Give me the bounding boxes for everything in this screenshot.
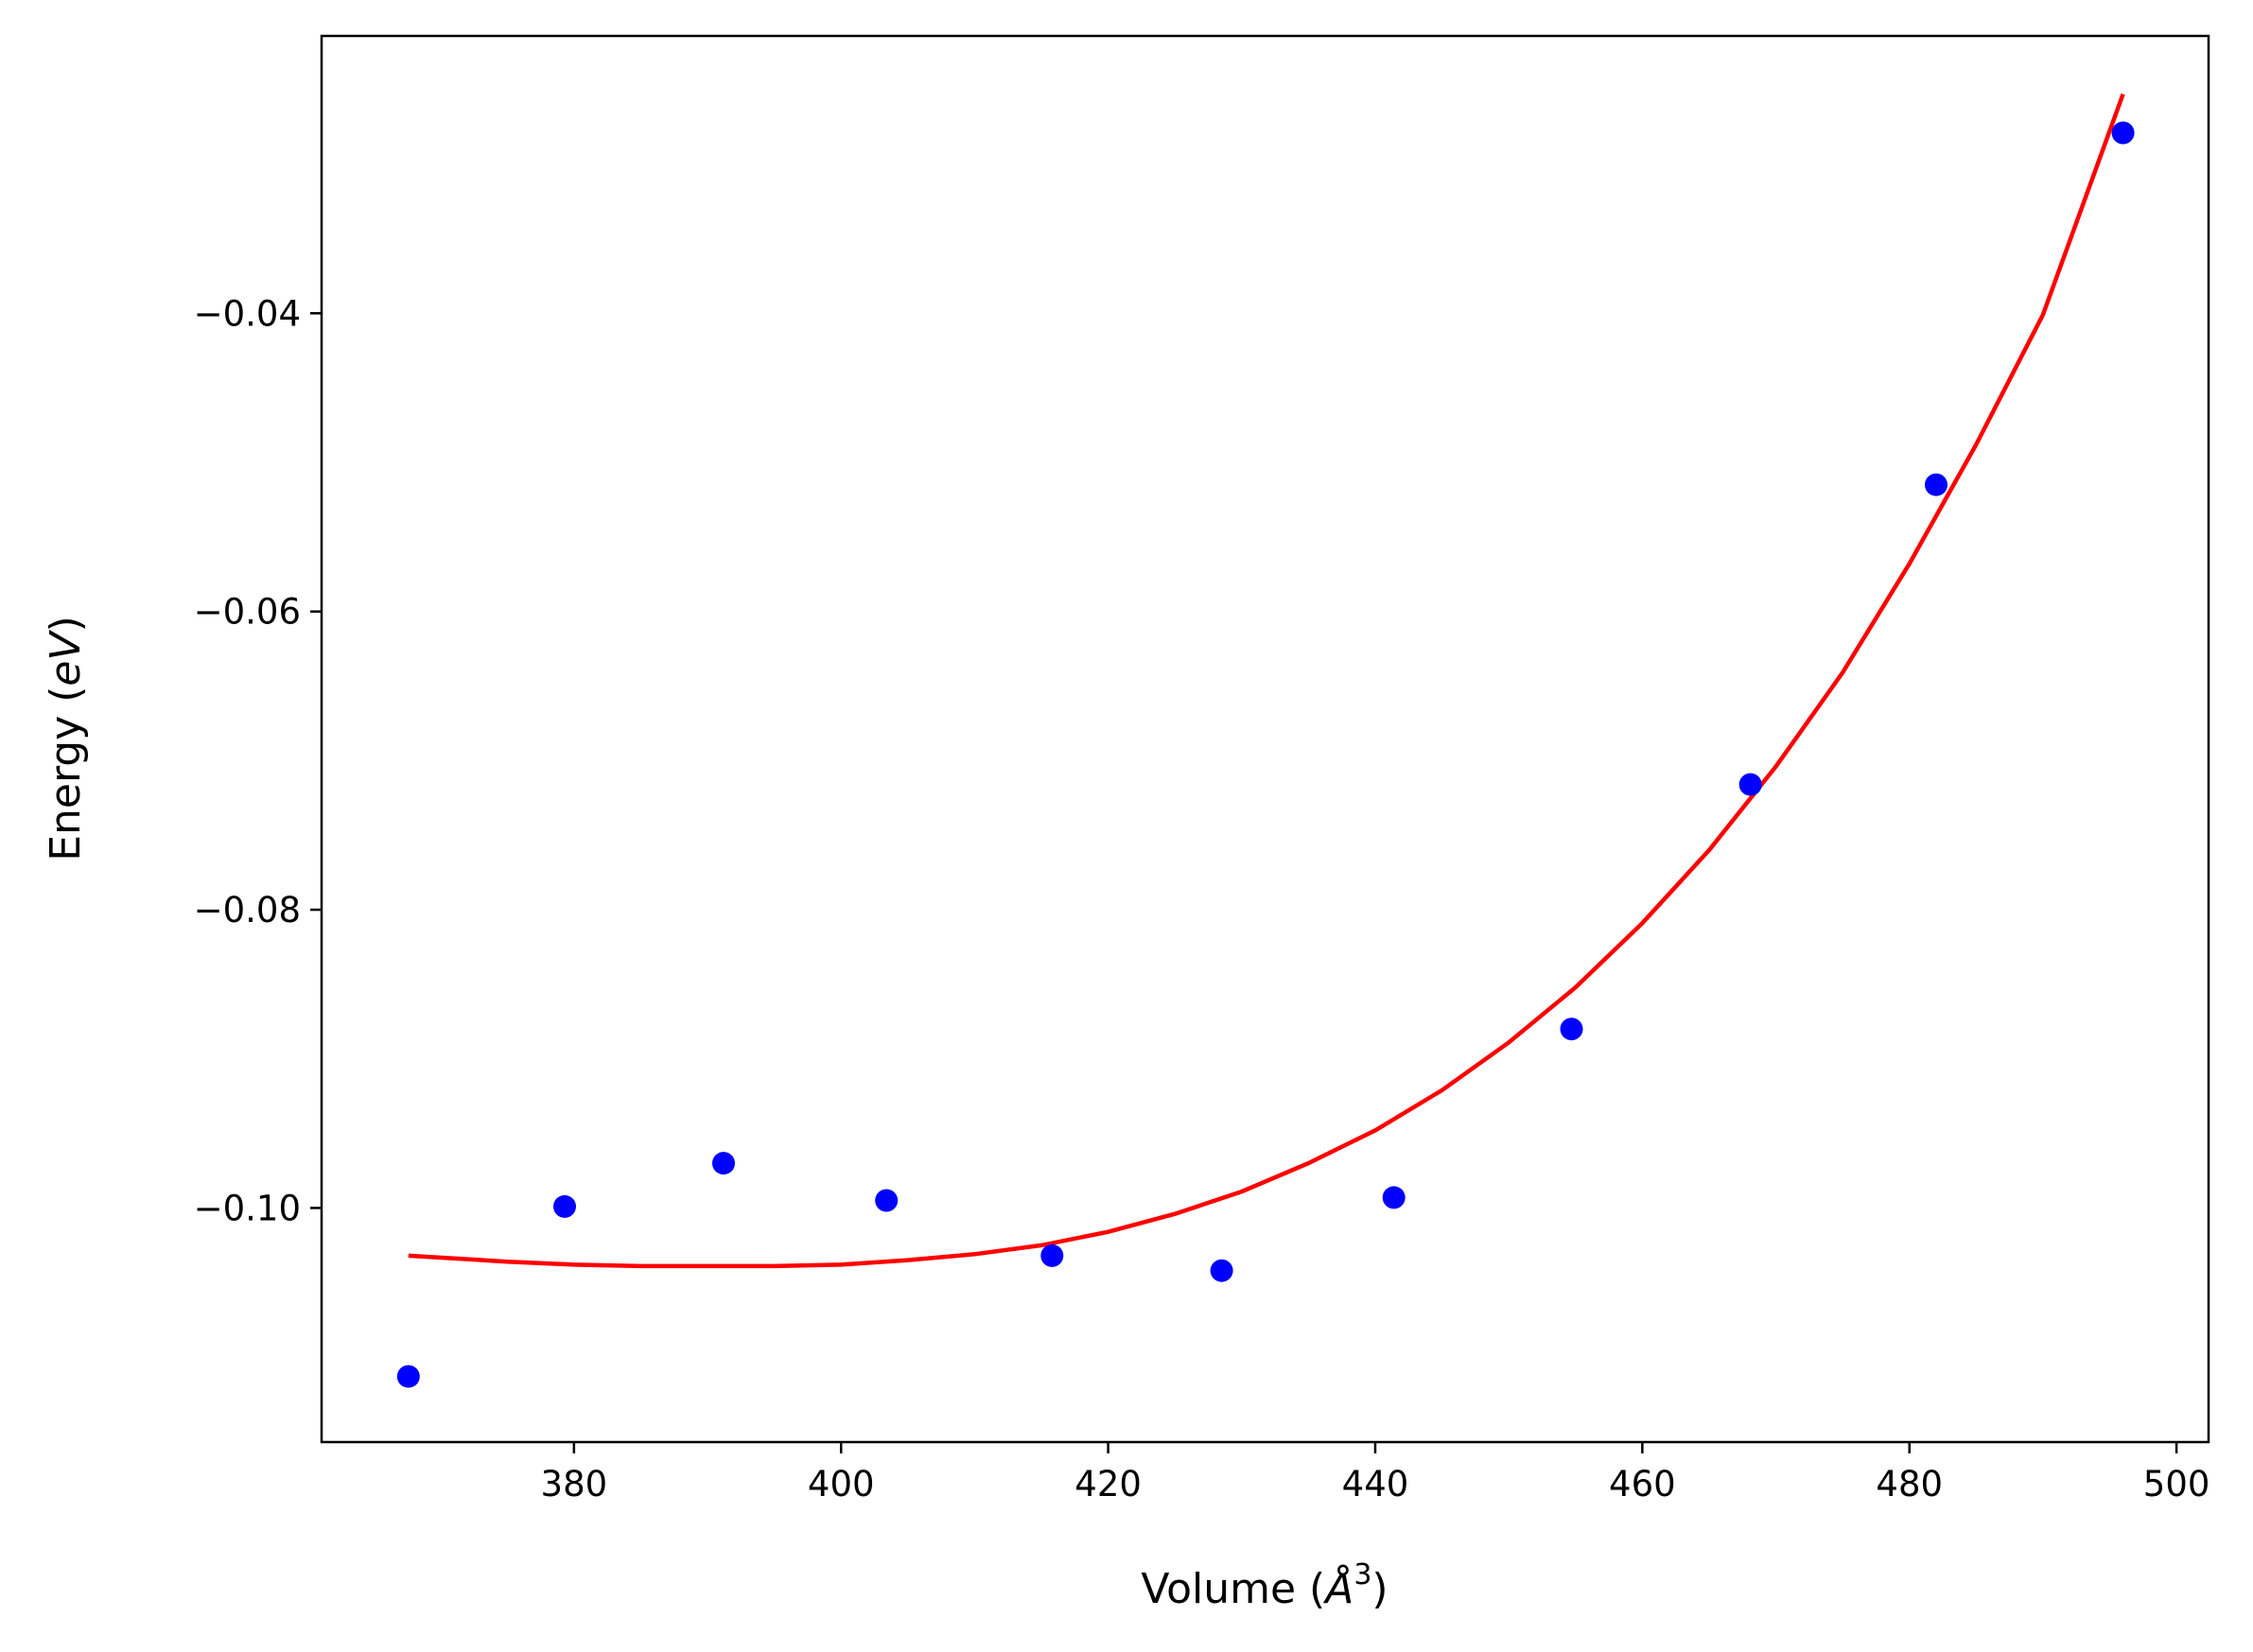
y-axis-label-suffix: ) — [42, 616, 90, 632]
data-point — [1210, 1259, 1233, 1282]
data-point — [875, 1189, 899, 1212]
x-tick-label: 460 — [1609, 1464, 1676, 1504]
data-point — [1382, 1186, 1406, 1209]
data-point — [1040, 1243, 1064, 1267]
data-point — [553, 1194, 576, 1218]
y-tick-label: −0.06 — [194, 592, 301, 633]
x-axis-label-unit: Å — [1322, 1563, 1354, 1613]
data-point — [2111, 121, 2135, 145]
data-point — [1560, 1017, 1583, 1041]
plot-frame — [320, 34, 2210, 1444]
y-tick-label: −0.10 — [194, 1188, 301, 1228]
y-axis-label-unit: eV — [42, 630, 90, 687]
x-axis-ticks: 380 400 420 440 460 480 500 — [541, 1442, 2210, 1504]
data-point — [712, 1152, 735, 1175]
x-axis-label-suffix: ) — [1371, 1565, 1388, 1613]
data-point — [396, 1365, 420, 1388]
plot-area — [322, 36, 2209, 1442]
fit-curve — [408, 93, 2125, 1269]
x-axis-label: Volume (Å3) — [1141, 1558, 1388, 1613]
y-tick-label: −0.04 — [194, 293, 301, 334]
x-axis-label-exponent: 3 — [1354, 1558, 1371, 1591]
fit-curve-layer — [408, 93, 2125, 1269]
y-axis-label: Energy (eV) — [42, 616, 90, 861]
x-axis-label-prefix: Volume ( — [1141, 1565, 1325, 1613]
y-tick-label: −0.08 — [194, 890, 301, 930]
data-point — [1925, 473, 1947, 496]
data-points-layer — [396, 121, 2135, 1388]
x-tick-label: 420 — [1074, 1464, 1142, 1504]
y-axis-label-prefix: Energy ( — [42, 687, 90, 861]
x-tick-label: 400 — [808, 1464, 875, 1504]
x-tick-label: 500 — [2143, 1464, 2210, 1504]
x-tick-label: 480 — [1876, 1464, 1943, 1504]
x-tick-label: 440 — [1342, 1464, 1409, 1504]
y-axis-ticks: −0.10 −0.08 −0.06 −0.04 — [194, 293, 322, 1228]
x-tick-label: 380 — [541, 1464, 608, 1504]
data-point — [1738, 773, 1762, 796]
